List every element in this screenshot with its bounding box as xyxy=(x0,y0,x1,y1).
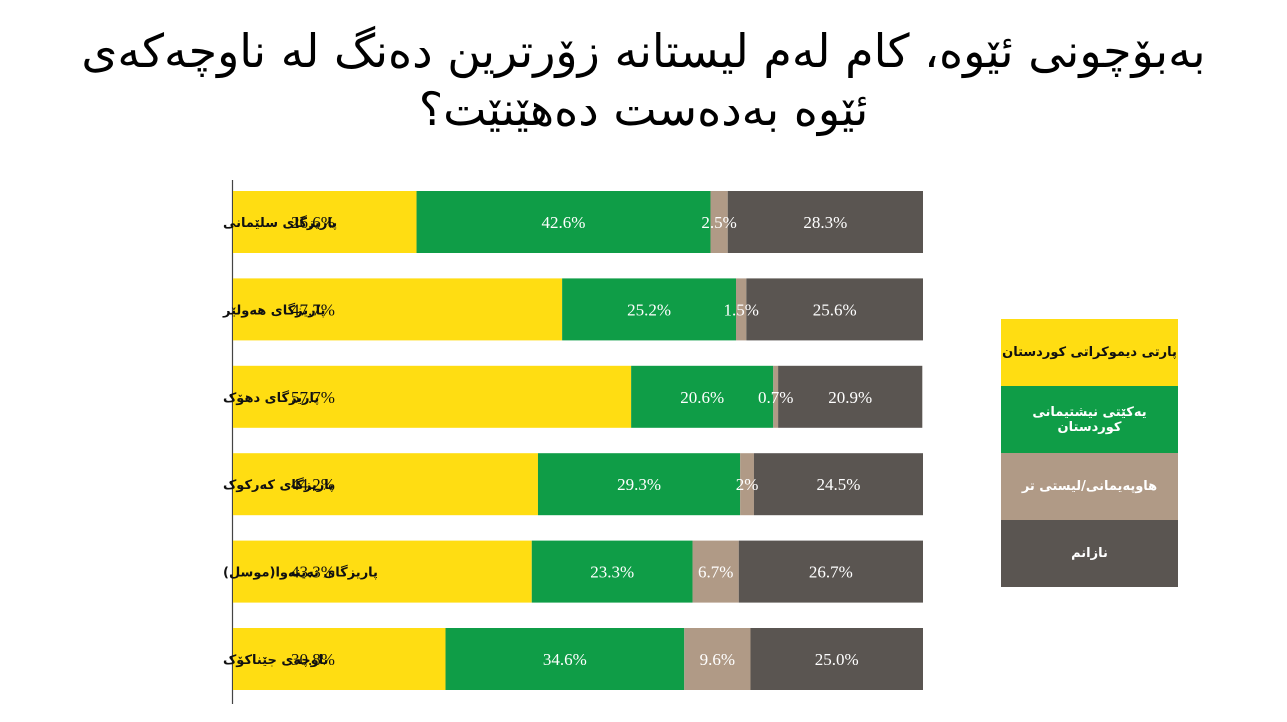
data-label: 6.7% xyxy=(698,563,733,582)
data-label: 42.6% xyxy=(542,213,586,232)
bar-segment xyxy=(750,628,923,690)
data-label: 24.5% xyxy=(817,475,861,494)
category-label: ناوچەی جێناکۆک xyxy=(223,653,328,668)
legend-item: یەکێتی نیشتیمانی کوردستان xyxy=(1001,386,1178,453)
chart-title: بەبۆچونی ئێوە، کام لەم لیستانە زۆرترین د… xyxy=(81,24,1206,136)
bar-segment xyxy=(692,540,739,603)
data-label: 43.3% xyxy=(291,563,335,582)
bar-segment xyxy=(233,453,538,516)
data-label: 34.6% xyxy=(543,650,587,669)
bar-segment xyxy=(233,365,632,428)
bar-segment xyxy=(727,191,923,253)
data-label: 23.3% xyxy=(590,563,634,582)
data-label: 9.6% xyxy=(700,650,735,669)
bar-segment xyxy=(445,628,685,690)
legend-item: هاوپەیمانی/لیستی تر xyxy=(1001,453,1178,520)
data-label: 25.0% xyxy=(815,650,859,669)
data-label: 2% xyxy=(736,475,759,494)
data-label: 44.2% xyxy=(291,475,335,494)
bar-segment xyxy=(233,191,417,253)
legend-item: نازانم xyxy=(1001,520,1178,587)
data-label: 57.7% xyxy=(291,388,335,407)
data-label: 2.5% xyxy=(701,213,736,232)
bar-segment xyxy=(531,540,693,603)
bar-segment xyxy=(773,365,779,428)
bar-segment xyxy=(233,628,446,690)
category-label: پاریزگای نەینەوا(موسل) xyxy=(223,565,378,581)
data-label: 26.7% xyxy=(809,563,853,582)
bar-segment xyxy=(778,365,923,428)
bar-segment xyxy=(740,453,754,516)
category-label: پاریزگای هەولێر xyxy=(222,302,325,318)
bar-segment xyxy=(233,278,563,341)
data-label: 47.7% xyxy=(291,300,335,319)
data-label: 1.5% xyxy=(723,300,758,319)
data-label: 20.9% xyxy=(828,388,872,407)
data-label: 20.6% xyxy=(680,388,724,407)
data-label: 0.7% xyxy=(758,388,793,407)
data-label: 25.2% xyxy=(627,300,671,319)
data-label: 25.6% xyxy=(813,300,857,319)
data-label: 28.3% xyxy=(803,213,847,232)
bar-segment xyxy=(562,278,737,341)
bar-segment xyxy=(738,540,923,603)
bar-segment xyxy=(684,628,751,690)
data-label: 29.3% xyxy=(617,475,661,494)
bar-segment xyxy=(631,365,774,428)
data-label: 30.8% xyxy=(291,650,335,669)
category-label: پاریزگای سلێمانی xyxy=(223,215,337,231)
category-label: پاریزگای کەرکوک xyxy=(223,477,334,493)
category-label: پاریزگای دهۆک xyxy=(223,390,319,406)
bar-segment xyxy=(736,278,747,341)
legend: پارتی دیموکراتی کوردستان یەکێتی نیشتیمانی… xyxy=(1001,319,1178,587)
bar-segment xyxy=(416,191,711,253)
bar-segment xyxy=(537,453,741,516)
legend-item: پارتی دیموکراتی کوردستان xyxy=(1001,319,1178,386)
bar-segment xyxy=(746,278,923,341)
bar-segment xyxy=(233,540,532,603)
bar-segment xyxy=(710,191,728,253)
data-label: 26.6% xyxy=(291,213,335,232)
bar-segment xyxy=(753,453,923,516)
